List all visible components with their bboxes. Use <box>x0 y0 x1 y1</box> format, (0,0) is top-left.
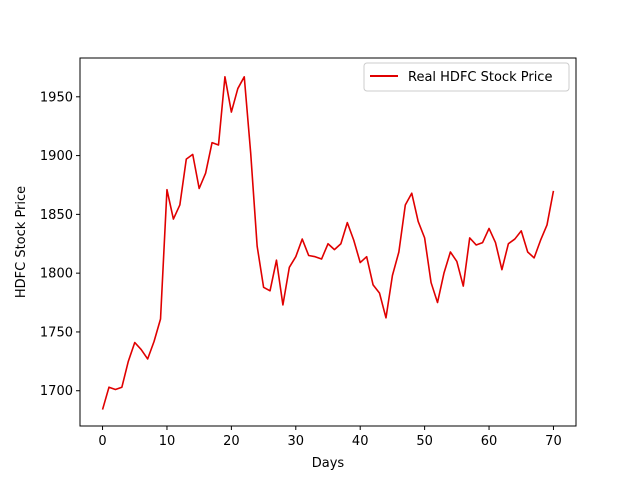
data-point <box>314 256 316 258</box>
data-point <box>462 285 464 287</box>
data-point <box>153 341 155 343</box>
data-point <box>147 358 149 360</box>
data-point <box>495 242 497 244</box>
data-point <box>327 243 329 245</box>
data-point <box>443 272 445 274</box>
data-point <box>553 190 555 192</box>
series-line-real-hdfc-stock-price <box>101 76 555 410</box>
data-point <box>243 76 245 78</box>
data-point <box>102 409 104 411</box>
data-point <box>359 262 361 264</box>
data-point <box>353 239 355 241</box>
data-point <box>540 239 542 241</box>
legend-box <box>363 62 570 92</box>
data-point <box>205 172 207 174</box>
data-point <box>527 251 529 253</box>
y-tick-label: 1850 <box>40 208 73 223</box>
legend-label: Real HDFC Stock Price <box>408 70 552 85</box>
data-point <box>269 290 271 292</box>
y-tick-label: 1750 <box>40 325 73 340</box>
x-tick-label: 50 <box>416 434 433 449</box>
data-point <box>475 244 477 246</box>
y-axis-label: HDFC Stock Price <box>14 186 29 298</box>
data-point <box>237 88 239 90</box>
y-tick-label: 1800 <box>40 267 73 282</box>
data-point <box>398 251 400 253</box>
data-point <box>140 349 142 351</box>
x-axis-label: Days <box>312 456 345 471</box>
data-point <box>256 245 258 247</box>
y-tick-label: 1700 <box>40 384 73 399</box>
data-point <box>250 152 252 154</box>
data-point <box>482 242 484 244</box>
data-point <box>185 158 187 160</box>
data-point <box>134 342 136 344</box>
data-point <box>108 386 110 388</box>
data-point <box>405 204 407 206</box>
data-point <box>308 255 310 257</box>
x-tick-label: 60 <box>481 434 498 449</box>
data-point <box>546 224 548 226</box>
data-point <box>295 256 297 258</box>
data-point <box>450 251 452 253</box>
data-point <box>379 292 381 294</box>
data-point <box>231 111 233 113</box>
data-point <box>456 261 458 263</box>
data-point <box>469 237 471 239</box>
x-tick-label: 30 <box>288 434 305 449</box>
data-point <box>392 275 394 277</box>
y-axis-ticks: 1700 1750 1800 1850 1900 1950 <box>40 90 80 399</box>
legend: Real HDFC Stock Price <box>363 62 570 92</box>
y-tick-label: 1900 <box>40 149 73 164</box>
x-tick-label: 10 <box>159 434 176 449</box>
data-point <box>115 389 117 391</box>
data-point <box>347 222 349 224</box>
data-point <box>224 76 226 78</box>
data-point <box>334 249 336 251</box>
data-point <box>121 386 123 388</box>
data-point <box>411 192 413 194</box>
data-point <box>211 142 213 144</box>
data-point <box>520 230 522 232</box>
x-tick-label: 40 <box>352 434 369 449</box>
data-point <box>366 256 368 258</box>
data-point <box>417 221 419 223</box>
data-point <box>514 238 516 240</box>
data-point <box>372 284 374 286</box>
data-point <box>430 282 432 284</box>
data-point <box>437 302 439 304</box>
data-point <box>179 204 181 206</box>
data-point <box>173 218 175 220</box>
y-tick-label: 1950 <box>40 90 73 105</box>
data-point <box>282 304 284 306</box>
data-point <box>508 243 510 245</box>
data-point <box>160 318 162 320</box>
data-point <box>128 361 130 363</box>
data-point <box>289 266 291 268</box>
data-point <box>340 243 342 245</box>
x-tick-label: 70 <box>545 434 562 449</box>
data-point <box>218 144 220 146</box>
data-point <box>276 259 278 261</box>
x-tick-label: 0 <box>98 434 106 449</box>
data-point <box>321 258 323 260</box>
data-point <box>424 237 426 239</box>
data-point <box>192 154 194 156</box>
plot-frame <box>79 57 577 427</box>
data-point <box>488 228 490 230</box>
x-tick-label: 20 <box>223 434 240 449</box>
plot-area <box>79 57 577 427</box>
data-point <box>301 238 303 240</box>
x-axis-ticks: 0 10 20 30 40 50 60 70 <box>98 426 562 449</box>
data-point <box>166 189 168 191</box>
data-point <box>533 257 535 259</box>
data-point <box>263 286 265 288</box>
data-point <box>198 188 200 190</box>
data-point <box>501 269 503 271</box>
data-point <box>385 317 387 319</box>
